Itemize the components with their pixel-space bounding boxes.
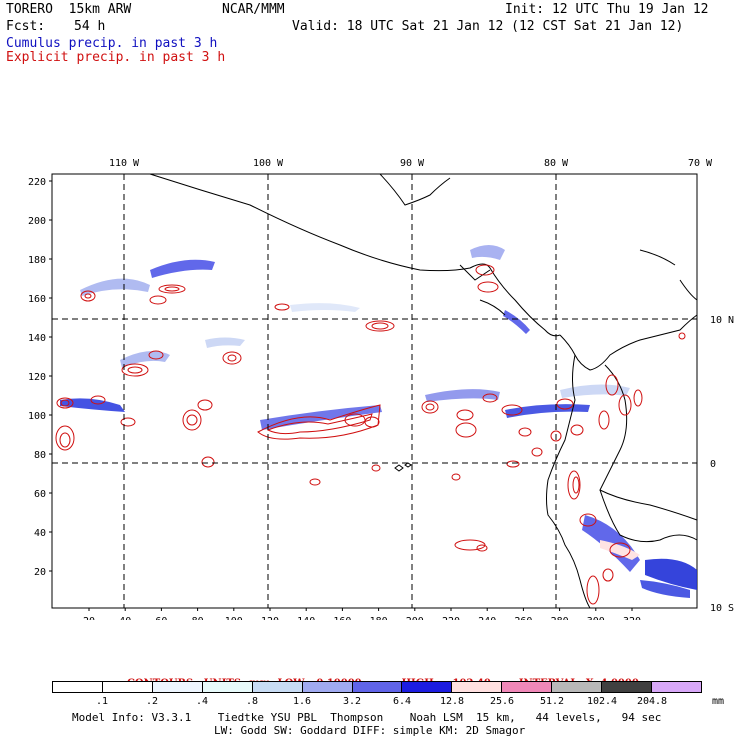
precip-map: 110 W 100 W 90 W 80 W 70 W 10 N 0 10 S 2… bbox=[28, 158, 734, 620]
color-scale-label: 3.2 bbox=[342, 696, 362, 707]
color-scale-swatch bbox=[352, 682, 403, 692]
org-label: NCAR/MMM bbox=[222, 2, 285, 17]
color-scale-swatch bbox=[452, 682, 503, 692]
coastlines bbox=[149, 173, 698, 609]
color-scale-bar bbox=[52, 681, 702, 693]
x-tick-label: 260 bbox=[514, 616, 532, 620]
y-tick-label: 20 bbox=[34, 567, 46, 578]
color-scale-label: 6.4 bbox=[392, 696, 412, 707]
color-scale-swatch bbox=[152, 682, 203, 692]
y-tick-label: 200 bbox=[28, 216, 46, 227]
cumulus-legend: Cumulus precip. in past 3 h bbox=[6, 36, 218, 51]
y-tick-label: 180 bbox=[28, 255, 46, 266]
x-tick-label: 140 bbox=[297, 616, 315, 620]
y-tick-label: 140 bbox=[28, 333, 46, 344]
model-info: Model Info: V3.3.1 Tiedtke YSU PBL Thomp… bbox=[72, 711, 662, 724]
x-tick-label: 100 bbox=[225, 616, 243, 620]
x-tick-label: 40 bbox=[119, 616, 131, 620]
x-tick-label: 220 bbox=[442, 616, 460, 620]
x-tick-label: 240 bbox=[478, 616, 496, 620]
init-time: Init: 12 UTC Thu 19 Jan 12 bbox=[505, 2, 709, 17]
color-scale-swatch bbox=[202, 682, 253, 692]
y-tick-label: 40 bbox=[34, 528, 46, 539]
y-axis-ticks: 220 200 180 160 140 120 100 80 60 40 20 bbox=[28, 177, 52, 578]
x-tick-label: 280 bbox=[551, 616, 569, 620]
y-tick-label: 220 bbox=[28, 177, 46, 188]
color-scale-swatch bbox=[502, 682, 553, 692]
color-scale-label: .8 bbox=[245, 696, 259, 707]
lon-label: 100 W bbox=[253, 158, 284, 169]
y-tick-label: 80 bbox=[34, 450, 46, 461]
forecast-hour: 54 h bbox=[74, 19, 106, 34]
color-scale-swatch bbox=[53, 682, 103, 692]
physics-info: LW: Godd SW: Goddard DIFF: simple KM: 2D… bbox=[214, 724, 526, 737]
x-tick-label: 320 bbox=[623, 616, 641, 620]
x-tick-label: 120 bbox=[261, 616, 279, 620]
color-scale-label: .4 bbox=[195, 696, 209, 707]
lon-label: 110 W bbox=[109, 158, 140, 169]
lat-label: 10 S bbox=[710, 603, 734, 614]
color-scale-swatch bbox=[302, 682, 353, 692]
color-scale-swatch bbox=[652, 682, 701, 692]
x-tick-label: 160 bbox=[333, 616, 351, 620]
color-scale-swatch bbox=[402, 682, 453, 692]
color-scale-swatch bbox=[602, 682, 653, 692]
lon-label: 80 W bbox=[544, 158, 569, 169]
color-scale-label: 1.6 bbox=[292, 696, 312, 707]
color-scale-label: 102.4 bbox=[586, 696, 618, 707]
valid-time: Valid: 18 UTC Sat 21 Jan 12 (12 CST Sat … bbox=[292, 19, 684, 34]
x-tick-label: 200 bbox=[406, 616, 424, 620]
y-tick-label: 60 bbox=[34, 489, 46, 500]
model-title: TORERO 15km ARW bbox=[6, 2, 132, 17]
explicit-legend: Explicit precip. in past 3 h bbox=[6, 50, 226, 65]
lon-label: 70 W bbox=[688, 158, 713, 169]
x-tick-label: 80 bbox=[192, 616, 204, 620]
x-tick-label: 300 bbox=[587, 616, 605, 620]
color-scale-units: mm bbox=[711, 696, 725, 707]
color-scale-label: 12.8 bbox=[439, 696, 465, 707]
color-scale-swatch bbox=[102, 682, 153, 692]
x-tick-label: 20 bbox=[83, 616, 95, 620]
lat-label: 10 N bbox=[710, 315, 734, 326]
lat-label: 0 bbox=[710, 459, 716, 470]
lon-label: 90 W bbox=[400, 158, 425, 169]
color-scale-label: .2 bbox=[145, 696, 159, 707]
y-tick-label: 100 bbox=[28, 411, 46, 422]
color-scale-label: 25.6 bbox=[489, 696, 515, 707]
lat-lon-grid bbox=[52, 174, 697, 608]
x-tick-label: 180 bbox=[370, 616, 388, 620]
color-scale-swatch bbox=[552, 682, 603, 692]
y-tick-label: 160 bbox=[28, 294, 46, 305]
forecast-label: Fcst: bbox=[6, 19, 46, 34]
x-axis-ticks: 20 40 60 80 100 120 140 160 180 200 220 240 260 280 30… bbox=[83, 608, 641, 620]
color-scale-label: 51.2 bbox=[539, 696, 565, 707]
x-tick-label: 60 bbox=[155, 616, 167, 620]
color-scale-swatch bbox=[252, 682, 303, 692]
color-scale-label: .1 bbox=[95, 696, 109, 707]
y-tick-label: 120 bbox=[28, 372, 46, 383]
color-scale-label: 204.8 bbox=[636, 696, 668, 707]
explicit-precip-contours bbox=[55, 264, 686, 605]
